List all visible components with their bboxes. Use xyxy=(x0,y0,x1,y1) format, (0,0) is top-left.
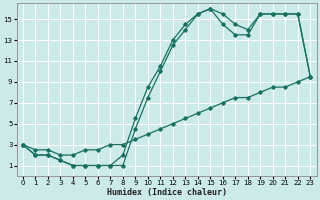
X-axis label: Humidex (Indice chaleur): Humidex (Indice chaleur) xyxy=(107,188,227,197)
